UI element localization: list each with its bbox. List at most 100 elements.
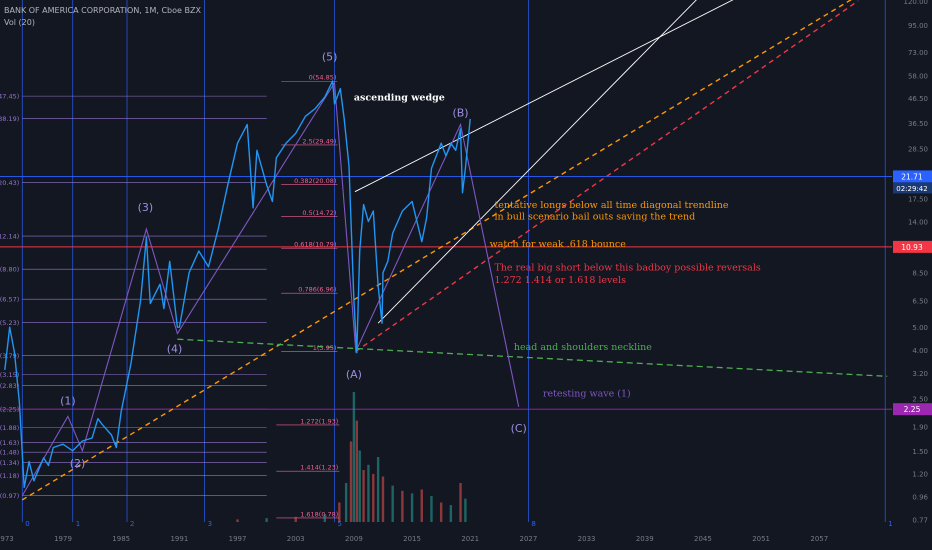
volume-bar	[410, 493, 414, 522]
fib-level-label: 0.786(1.88)	[0, 424, 19, 432]
countdown-badge-label: 02:29:42	[896, 185, 927, 193]
fib-level-label: 0.236(1.18)	[0, 472, 19, 480]
wave-label: (2)	[70, 457, 86, 470]
volume-bar	[439, 502, 443, 522]
wave-label: (4)	[167, 343, 183, 356]
volume-bar	[430, 496, 433, 522]
price-axis-tick: 120.00	[904, 0, 929, 6]
chart-annotation: retesting wave (1)	[543, 388, 631, 399]
volume-bar	[376, 457, 380, 522]
fib-extension-label: 1.272(1.93)	[300, 417, 338, 425]
wave-label: (3)	[138, 201, 154, 214]
fib-level-label: 4(38.19)	[0, 115, 19, 123]
fib-pink-label: 0(54.85)	[309, 74, 337, 82]
volume-bar	[349, 441, 353, 522]
volume-bar	[391, 485, 394, 522]
fib-extension-label: 1.414(1.23)	[300, 464, 338, 472]
time-axis-tick: 2051	[752, 535, 770, 543]
price-axis-tick: 58.00	[908, 73, 928, 81]
volume-bar	[367, 464, 370, 522]
fib-pink-label: 0.786(6.96)	[298, 286, 336, 294]
fib-pink-label: 0.382(20.08)	[294, 177, 336, 185]
cycle-line-label: 5	[338, 520, 342, 528]
wave-label: (C)	[511, 422, 527, 435]
countdown-badge	[893, 182, 932, 194]
price-axis-tick: 46.50	[908, 95, 928, 103]
cycle-line-label: 0	[25, 520, 29, 528]
time-axis-tick: 1985	[112, 535, 130, 543]
time-axis-tick: 1991	[170, 535, 188, 543]
fib-level-label: 1(2.25)	[0, 406, 19, 414]
time-axis-tick: 2039	[636, 535, 654, 543]
price-axis-tick: 73.00	[908, 49, 928, 57]
price-axis-tick: 1.20	[912, 471, 928, 479]
price-axis-tick: 95.00	[908, 22, 928, 30]
fib-level-label: 0.618(1.63)	[0, 439, 19, 447]
time-axis-tick: 2027	[519, 535, 537, 543]
plot-background[interactable]	[0, 0, 892, 522]
price-axis-tick: 0.77	[912, 516, 928, 524]
time-axis-tick: 1973	[0, 535, 14, 543]
volume-bar	[420, 489, 423, 522]
fib-level-label: 0(0.97)	[0, 492, 19, 500]
wedge-upper-line[interactable]	[354, 0, 887, 193]
wave-label: (5)	[322, 51, 338, 64]
price-axis-tick: 2.50	[912, 395, 928, 403]
price-axis-tick: 8.50	[912, 270, 928, 278]
head-shoulders-neckline[interactable]	[177, 338, 888, 377]
price-axis-tick: 3.20	[912, 370, 928, 378]
fib-extension-label: 1.618(0.78)	[300, 510, 338, 518]
cycle-line-label: 2	[130, 520, 134, 528]
cycle-line-label: 3	[208, 520, 212, 528]
orange-diagonal-trendline[interactable]	[21, 0, 887, 501]
price-badge	[893, 403, 932, 416]
chart-annotation: 1.272 1.414 or 1.618 levels	[494, 275, 626, 286]
volume-bar	[265, 518, 268, 522]
volume-bar	[459, 483, 462, 522]
price-axis[interactable]	[892, 0, 932, 550]
chart-annotation: in bull scenario bail outs saving the tr…	[494, 211, 695, 222]
elliott-wave-path[interactable]	[21, 81, 520, 496]
volume-bar	[338, 502, 341, 522]
chart-annotation: tentative longs below all time diagonal …	[494, 200, 728, 211]
fib-level-label: 0.5(1.48)	[0, 449, 19, 457]
wave-label: (A)	[346, 368, 362, 381]
price-axis-tick: 5.00	[912, 324, 928, 332]
cycle-line-label: 1	[76, 520, 80, 528]
price-axis-tick: 1.90	[912, 424, 928, 432]
price-line[interactable]	[4, 80, 471, 489]
price-axis-tick: 36.50	[908, 120, 928, 128]
fib-level-label: 4.618(47.45)	[0, 93, 19, 101]
volume-bar	[381, 476, 385, 522]
wave-label: (B)	[452, 106, 468, 119]
time-axis-tick: 2057	[810, 535, 828, 543]
fib-level-label: 3.618(20.43)	[0, 179, 19, 187]
price-badge-label: 21.71	[901, 172, 923, 181]
volume-bar	[358, 450, 361, 522]
wedge-lower-line[interactable]	[377, 0, 887, 324]
time-axis[interactable]	[0, 528, 932, 550]
time-axis-tick: 2003	[287, 535, 305, 543]
fib-level-label: 1.272(2.83)	[0, 382, 19, 390]
fib-level-label: 1.414(3.15)	[0, 371, 19, 379]
price-axis-tick: 6.50	[912, 297, 928, 305]
chart-annotation: ascending wedge	[354, 92, 445, 103]
volume-bar	[294, 516, 297, 522]
price-badge-label: 2.25	[904, 405, 921, 414]
wave-label: (1)	[60, 395, 76, 408]
volume-bar	[401, 490, 404, 522]
volume-bar	[372, 473, 375, 522]
red-diagonal-trendline[interactable]	[355, 0, 859, 352]
volume-indicator-title[interactable]: Vol (20)	[4, 18, 35, 27]
fib-pink-label: 0.5(14.72)	[302, 209, 336, 217]
chart-annotation: The real big short below this badboy pos…	[494, 262, 760, 273]
price-axis-tick: 4.00	[912, 347, 928, 355]
fib-pink-label: 2.5(29.49)	[302, 137, 336, 145]
time-axis-tick: 2015	[403, 535, 421, 543]
volume-bar	[362, 470, 365, 522]
price-axis-tick: 14.00	[908, 218, 928, 226]
price-badge	[893, 240, 932, 253]
volume-bar	[355, 420, 358, 522]
